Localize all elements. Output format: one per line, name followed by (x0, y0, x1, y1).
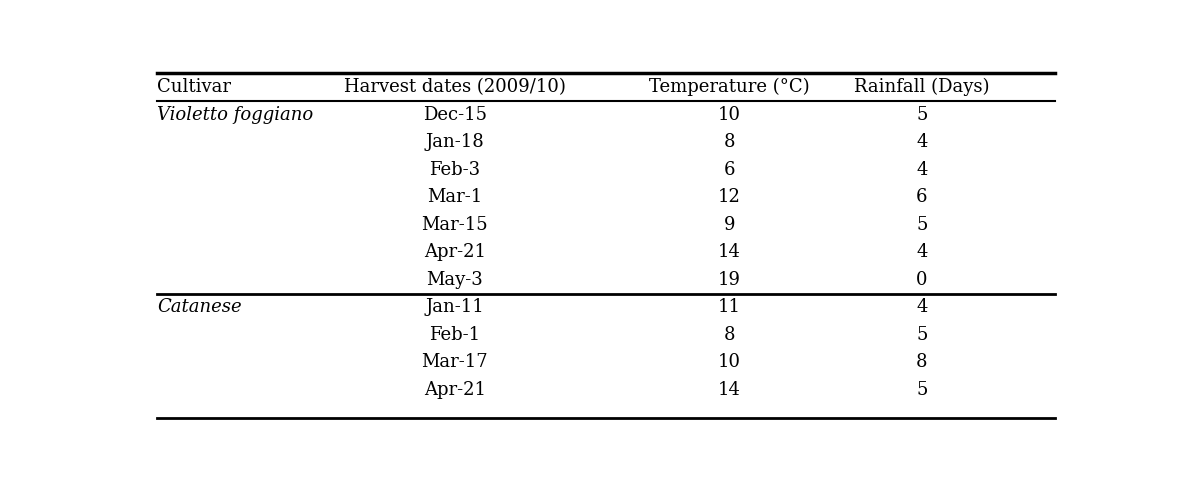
Text: 14: 14 (717, 381, 741, 399)
Text: 0: 0 (916, 271, 928, 289)
Text: May-3: May-3 (427, 271, 483, 289)
Text: Mar-1: Mar-1 (427, 188, 482, 206)
Text: 5: 5 (916, 216, 928, 234)
Text: 5: 5 (916, 105, 928, 123)
Text: Temperature (°C): Temperature (°C) (649, 78, 810, 96)
Text: Apr-21: Apr-21 (423, 243, 486, 261)
Text: 11: 11 (717, 298, 741, 316)
Text: 4: 4 (916, 243, 928, 261)
Text: Mar-17: Mar-17 (421, 353, 488, 371)
Text: Catanese: Catanese (157, 298, 241, 316)
Text: 8: 8 (723, 326, 735, 344)
Text: 5: 5 (916, 326, 928, 344)
Text: 6: 6 (916, 188, 928, 206)
Text: 4: 4 (916, 298, 928, 316)
Text: Violetto foggiano: Violetto foggiano (157, 105, 313, 123)
Text: Jan-18: Jan-18 (426, 133, 483, 151)
Text: Cultivar: Cultivar (157, 78, 230, 96)
Text: Rainfall (Days): Rainfall (Days) (855, 78, 989, 96)
Text: 8: 8 (723, 133, 735, 151)
Text: 9: 9 (723, 216, 735, 234)
Text: Jan-11: Jan-11 (426, 298, 483, 316)
Text: Dec-15: Dec-15 (423, 105, 487, 123)
Text: Apr-21: Apr-21 (423, 381, 486, 399)
Text: 5: 5 (916, 381, 928, 399)
Text: Harvest dates (2009/10): Harvest dates (2009/10) (344, 78, 565, 96)
Text: Feb-3: Feb-3 (429, 161, 480, 179)
Text: 10: 10 (717, 353, 741, 371)
Text: 14: 14 (717, 243, 741, 261)
Text: 6: 6 (723, 161, 735, 179)
Text: Feb-1: Feb-1 (429, 326, 480, 344)
Text: 19: 19 (717, 271, 741, 289)
Text: 4: 4 (916, 161, 928, 179)
Text: Mar-15: Mar-15 (421, 216, 488, 234)
Text: 8: 8 (916, 353, 928, 371)
Text: 12: 12 (717, 188, 741, 206)
Text: 4: 4 (916, 133, 928, 151)
Text: 10: 10 (717, 105, 741, 123)
